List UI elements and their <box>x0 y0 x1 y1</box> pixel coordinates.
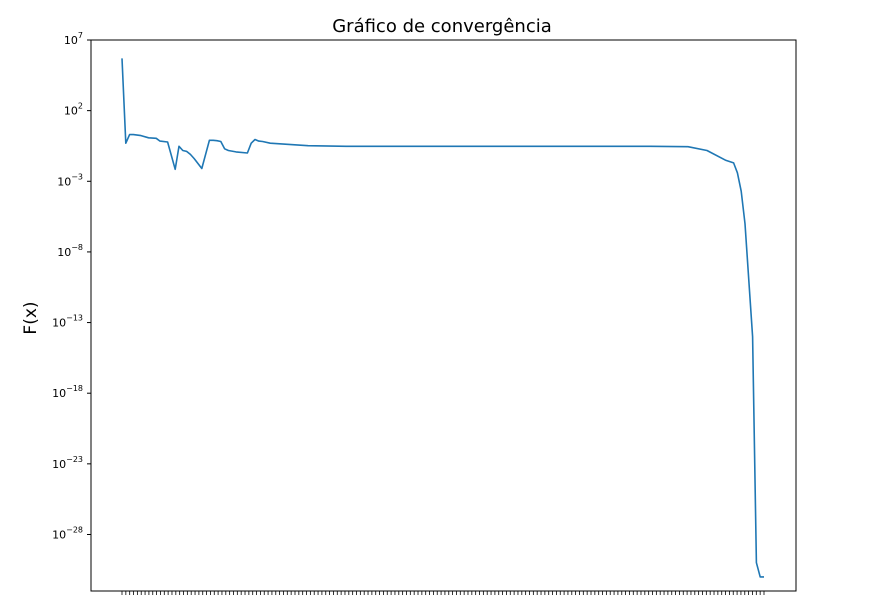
chart-title: Gráfico de convergência <box>332 16 552 37</box>
y-tick-label: 10−13 <box>52 314 83 330</box>
x-axis-ticks <box>121 591 765 595</box>
y-tick-label: 10−8 <box>57 243 83 259</box>
y-axis-label: F(x) <box>21 301 41 334</box>
plot-area-frame <box>90 39 797 592</box>
series-line <box>121 58 764 578</box>
y-tick-label: 10−18 <box>52 384 83 400</box>
y-tick-label: 102 <box>64 102 83 118</box>
y-axis-ticks: 107 102 10−3 10−8 10−13 10−18 10−23 10−28 <box>52 31 91 541</box>
y-tick-label: 107 <box>64 31 83 47</box>
y-tick-label: 10−23 <box>52 455 83 471</box>
y-tick-label: 10−3 <box>57 172 83 188</box>
y-tick-label: 10−28 <box>52 525 83 541</box>
